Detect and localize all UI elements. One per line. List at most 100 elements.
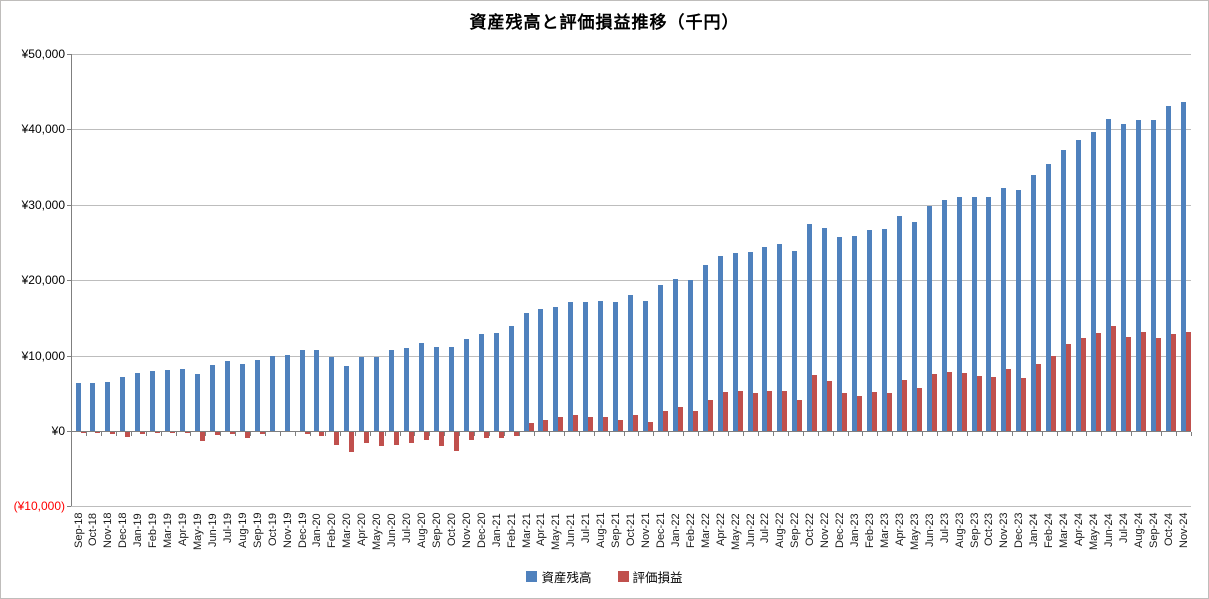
asset-balance-bar — [986, 197, 992, 431]
x-axis-label: Nov-18 — [102, 513, 115, 549]
valuation-pnl-bar — [931, 374, 937, 431]
valuation-pnl-bar — [125, 432, 131, 437]
x-axis-label: May-23 — [908, 513, 921, 550]
y-axis-tick — [67, 54, 71, 55]
x-axis-tick — [757, 432, 759, 436]
x-axis-label: Sep-24 — [1147, 513, 1160, 549]
valuation-pnl-bar — [558, 417, 564, 431]
x-axis-label: Oct-24 — [1162, 513, 1175, 547]
x-axis-tick — [474, 432, 476, 436]
valuation-pnl-bar — [901, 380, 907, 431]
asset-balance-bar — [478, 334, 484, 431]
valuation-pnl-bar — [991, 377, 997, 431]
x-axis-tick — [399, 432, 401, 436]
valuation-pnl-bar — [1051, 356, 1057, 431]
x-axis-label: Jan-19 — [132, 513, 145, 547]
asset-balance-bar — [852, 236, 858, 431]
x-axis-tick — [175, 432, 177, 436]
valuation-pnl-bar — [244, 432, 250, 438]
x-axis-tick — [130, 432, 132, 436]
x-axis-tick — [369, 432, 371, 436]
y-axis-label: (¥10,000) — [13, 499, 65, 514]
valuation-pnl-bar — [1140, 332, 1146, 431]
valuation-pnl-bar — [528, 423, 534, 431]
y-axis-tick — [67, 355, 71, 357]
x-axis-label: Mar-22 — [699, 513, 712, 548]
asset-balance-bar — [598, 301, 604, 431]
x-axis-label: May-21 — [550, 513, 563, 550]
x-axis-label: Apr-23 — [893, 513, 906, 547]
x-axis-label: Dec-21 — [654, 513, 667, 549]
asset-balance-bar — [374, 357, 380, 431]
asset-balance-bar — [493, 333, 499, 431]
x-axis-label: Mar-24 — [1058, 513, 1071, 548]
x-axis-tick — [1056, 432, 1058, 436]
x-axis-tick — [907, 432, 909, 436]
x-axis-tick — [638, 432, 640, 436]
valuation-pnl-bar — [1125, 337, 1131, 431]
valuation-pnl-bar — [349, 432, 355, 452]
asset-balance-bar — [747, 252, 753, 431]
x-axis-label: Apr-20 — [356, 513, 369, 547]
x-axis-label: Apr-19 — [177, 513, 190, 547]
x-axis-label: Nov-21 — [639, 513, 652, 549]
x-axis-label: May-19 — [191, 513, 204, 550]
x-axis-label: Nov-24 — [1177, 513, 1190, 549]
x-axis-tick — [1101, 432, 1103, 436]
asset-balance-bar — [299, 350, 305, 431]
valuation-pnl-bar — [409, 432, 415, 443]
valuation-pnl-bar — [1066, 344, 1072, 431]
x-axis-label: Jan-22 — [669, 513, 682, 547]
valuation-pnl-bar — [662, 411, 668, 431]
x-axis-label: Feb-24 — [1043, 513, 1056, 548]
asset-balance-bar — [180, 369, 186, 431]
asset-balance-bar — [702, 265, 708, 431]
x-axis-label: Jul-24 — [1117, 513, 1130, 543]
x-axis-label: Sep-23 — [968, 513, 981, 549]
valuation-pnl-bar — [199, 432, 205, 441]
valuation-pnl-bar — [170, 432, 176, 433]
x-axis-tick — [623, 432, 625, 436]
x-axis-tick — [1131, 432, 1133, 436]
asset-balance-bar — [717, 256, 723, 431]
valuation-pnl-bar — [438, 432, 444, 446]
x-axis-label: Sep-18 — [72, 513, 85, 549]
x-axis-tick — [698, 432, 700, 436]
asset-balance-bar — [359, 357, 365, 431]
y-axis-line — [71, 54, 72, 507]
x-axis-tick — [922, 432, 924, 436]
valuation-pnl-bar — [379, 432, 385, 446]
asset-balance-bar — [105, 382, 111, 431]
x-axis-label: Apr-21 — [535, 513, 548, 547]
asset-balance-bar — [448, 347, 454, 431]
asset-balance-bar — [613, 302, 619, 431]
legend-swatch — [526, 571, 538, 582]
x-axis-tick — [772, 432, 774, 436]
asset-balance-bar — [239, 364, 245, 431]
y-axis-label: ¥0 — [51, 424, 65, 438]
asset-balance-bar — [75, 383, 81, 431]
valuation-pnl-bar — [618, 420, 624, 431]
x-axis-tick — [877, 432, 879, 436]
gridline — [71, 129, 1191, 131]
valuation-pnl-bar — [483, 432, 489, 438]
valuation-pnl-bar — [1095, 333, 1101, 431]
x-axis-label: Jun-21 — [565, 513, 578, 547]
asset-balance-bar — [463, 339, 469, 431]
x-axis-label: Oct-20 — [445, 513, 458, 547]
asset-balance-bar — [284, 355, 290, 431]
asset-balance-bar — [941, 200, 947, 431]
x-axis-tick — [145, 432, 147, 436]
x-axis-label: Jun-24 — [1102, 513, 1115, 547]
asset-balance-bar — [822, 228, 828, 431]
asset-balance-bar — [807, 224, 813, 431]
x-axis-label: Sep-20 — [430, 513, 443, 549]
x-axis-tick — [71, 432, 72, 436]
asset-balance-bar — [956, 197, 962, 431]
asset-balance-bar — [568, 302, 574, 431]
x-axis-label: Sep-19 — [251, 513, 264, 549]
x-axis-tick — [190, 432, 192, 436]
asset-balance-bar — [135, 373, 141, 431]
valuation-pnl-bar — [319, 432, 325, 436]
